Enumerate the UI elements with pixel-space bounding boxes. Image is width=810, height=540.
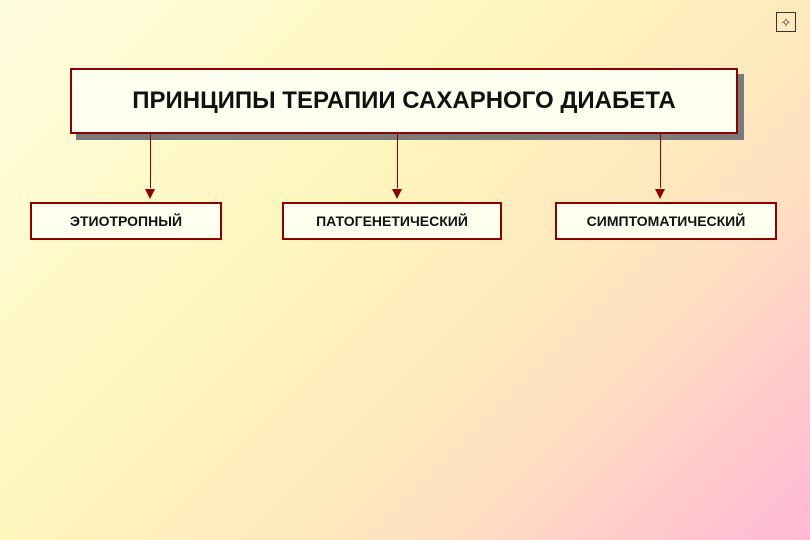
arrow-line <box>150 134 151 188</box>
arrow-head <box>145 189 155 199</box>
slide: ✧ ПРИНЦИПЫ ТЕРАПИИ САХАРНОГО ДИАБЕТА ЭТИ… <box>0 0 810 540</box>
child-box-1: ПАТОГЕНЕТИЧЕСКИЙ <box>282 202 502 240</box>
child-label: ПАТОГЕНЕТИЧЕСКИЙ <box>316 213 468 229</box>
title-box: ПРИНЦИПЫ ТЕРАПИИ САХАРНОГО ДИАБЕТА <box>70 68 738 134</box>
decor-icon-glyph: ✧ <box>781 16 792 29</box>
arrow-line <box>660 134 661 188</box>
child-box-0: ЭТИОТРОПНЫЙ <box>30 202 222 240</box>
arrow-head <box>392 189 402 199</box>
arrow-line <box>397 134 398 188</box>
decor-icon: ✧ <box>776 12 796 32</box>
title-text: ПРИНЦИПЫ ТЕРАПИИ САХАРНОГО ДИАБЕТА <box>132 87 676 115</box>
child-label: ЭТИОТРОПНЫЙ <box>70 213 182 229</box>
child-box-2: СИМПТОМАТИЧЕСКИЙ <box>555 202 777 240</box>
child-label: СИМПТОМАТИЧЕСКИЙ <box>587 213 746 229</box>
arrow-head <box>655 189 665 199</box>
